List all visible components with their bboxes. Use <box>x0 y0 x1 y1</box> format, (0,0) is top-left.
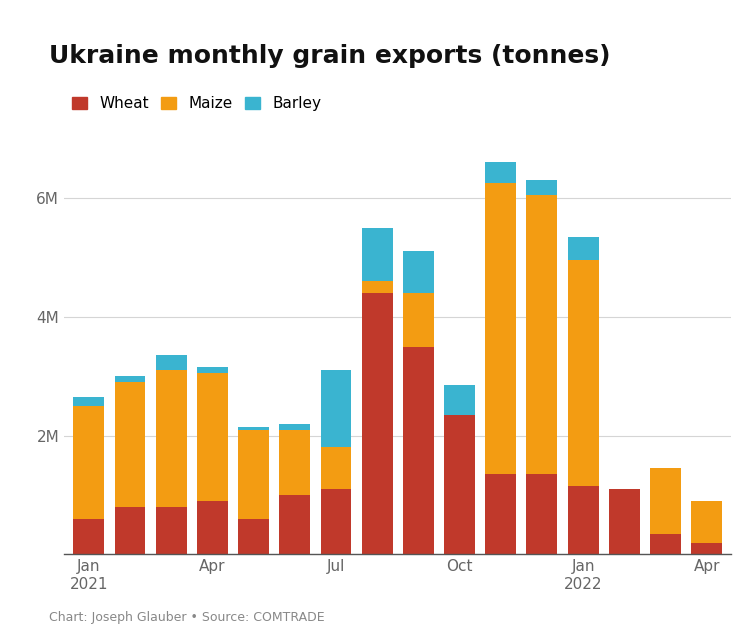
Bar <box>568 237 599 260</box>
Bar <box>650 468 681 534</box>
Bar <box>486 183 516 474</box>
Bar <box>444 385 475 415</box>
Bar <box>526 474 557 554</box>
Bar <box>115 376 146 382</box>
Text: Chart: Joseph Glauber • Source: COMTRADE: Chart: Joseph Glauber • Source: COMTRADE <box>49 610 325 624</box>
Bar <box>73 406 104 518</box>
Bar <box>691 542 722 554</box>
Bar <box>197 373 228 501</box>
Bar <box>403 251 434 293</box>
Bar <box>279 430 310 495</box>
Bar <box>156 355 187 370</box>
Bar <box>362 281 393 293</box>
Bar <box>403 346 434 554</box>
Bar <box>73 518 104 554</box>
Legend: Wheat, Maize, Barley: Wheat, Maize, Barley <box>72 96 321 112</box>
Bar <box>238 518 269 554</box>
Bar <box>73 397 104 406</box>
Bar <box>115 382 146 507</box>
Bar <box>526 180 557 195</box>
Bar <box>197 501 228 554</box>
Bar <box>650 534 681 554</box>
Bar <box>320 370 351 447</box>
Bar <box>526 195 557 474</box>
Bar <box>444 415 475 554</box>
Bar <box>197 367 228 373</box>
Bar <box>115 507 146 554</box>
Bar <box>362 227 393 281</box>
Bar <box>156 507 187 554</box>
Bar <box>568 260 599 486</box>
Bar <box>238 427 269 430</box>
Bar <box>279 424 310 430</box>
Bar <box>486 474 516 554</box>
Bar <box>279 495 310 554</box>
Text: Ukraine monthly grain exports (tonnes): Ukraine monthly grain exports (tonnes) <box>49 44 611 68</box>
Bar <box>486 163 516 183</box>
Bar <box>320 447 351 489</box>
Bar <box>403 293 434 346</box>
Bar <box>320 489 351 554</box>
Bar <box>568 486 599 554</box>
Bar <box>608 489 639 554</box>
Bar <box>156 370 187 507</box>
Bar <box>691 501 722 542</box>
Bar <box>238 430 269 518</box>
Bar <box>362 293 393 554</box>
